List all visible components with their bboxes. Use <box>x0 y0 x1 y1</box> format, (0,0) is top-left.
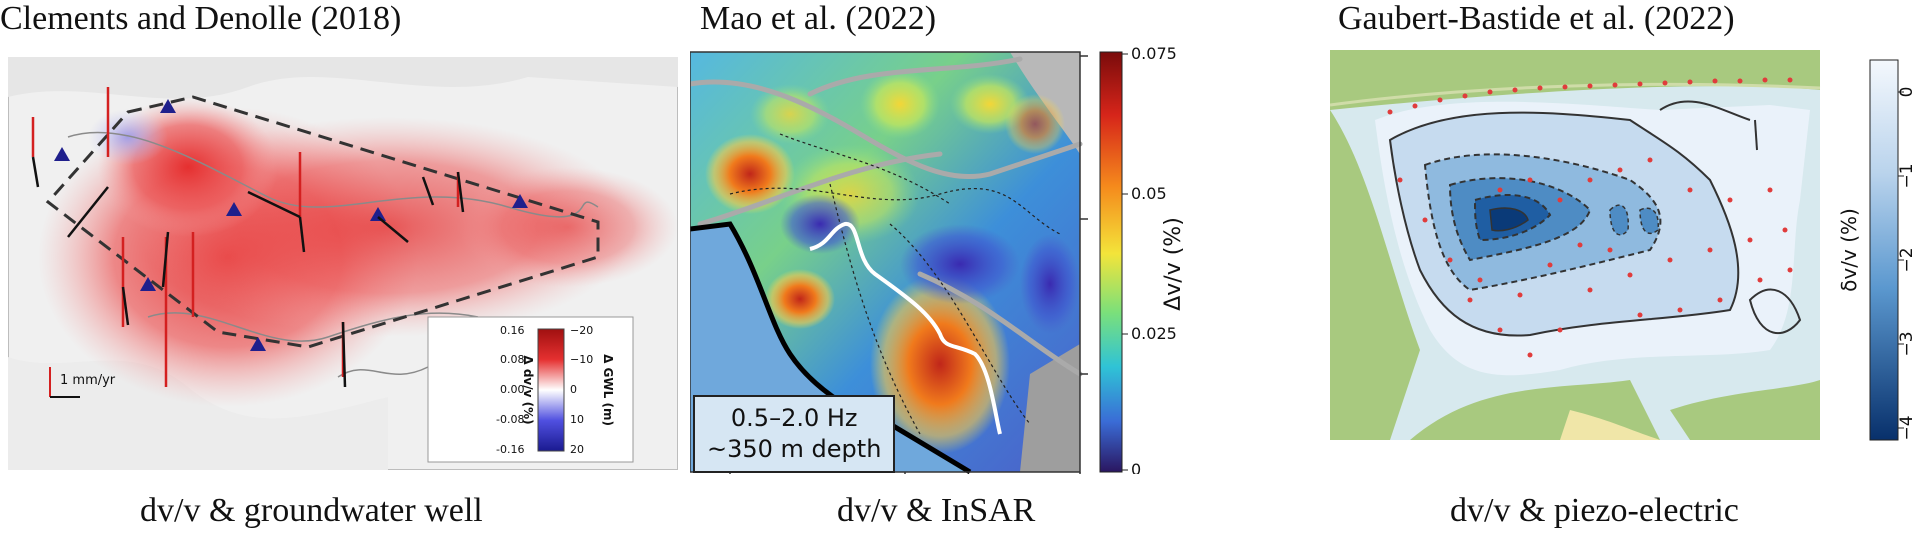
well-markers <box>54 99 528 351</box>
study-area-outline <box>45 95 600 349</box>
frequency-depth-box: 0.5–2.0 Hz ~350 m depth <box>693 395 896 474</box>
insar-hotspot <box>870 274 1010 454</box>
panel2-colorbar: 0.075 0.05 0.025 0 Δv/v (%) <box>1099 44 1186 474</box>
panel3-title: Gaubert-Bastide et al. (2022) <box>1338 0 1735 37</box>
profile-line <box>809 222 1002 435</box>
cb1-left-tick: 0.08 <box>500 353 525 366</box>
cb1-left-tick: -0.08 <box>496 413 524 426</box>
cb3-tick: 0 <box>1897 87 1917 98</box>
cb1-left-tick: -0.16 <box>496 443 524 456</box>
sensor-dots <box>1387 77 1793 358</box>
panel1-map: 1 mm/yr 0.16 0.08 0.00 -0.08 -0.16 −20 −… <box>8 57 678 470</box>
cb3-tick: −4 <box>1897 415 1917 440</box>
cb1-right-tick: −20 <box>570 324 593 337</box>
scale-bar: 1 mm/yr <box>49 367 116 398</box>
cb1-right-tick: −10 <box>570 353 593 366</box>
cb1-left-tick: 0.16 <box>500 324 525 337</box>
cb1-left-label: Δ dv/v (%) <box>521 355 535 424</box>
panel2-caption: dv/v & InSAR <box>837 492 1036 529</box>
panel3-map: 0 −1 −2 −3 −4 δv/v (%) <box>1330 50 1917 441</box>
cb3-tick: −1 <box>1897 163 1917 188</box>
cb3-tick: −3 <box>1897 331 1917 356</box>
panel1-title: Clements and Denolle (2018) <box>0 0 402 37</box>
cb1-right-tick: 0 <box>570 383 577 396</box>
panel3-caption: dv/v & piezo-electric <box>1450 492 1739 529</box>
frequency-label: 0.5–2.0 Hz <box>730 404 858 432</box>
scale-bar-label: 1 mm/yr <box>60 373 116 388</box>
cb2-tick: 0 <box>1131 460 1141 474</box>
cb2-tick: 0.075 <box>1131 44 1177 63</box>
horizontal-velocity-arrows <box>31 156 465 388</box>
panel1-caption: dv/v & groundwater well <box>140 492 483 529</box>
panel3-colorbar: 0 −1 −2 −3 −4 δv/v (%) <box>1837 59 1917 441</box>
cb1-right-label: Δ GWL (m) <box>601 354 615 426</box>
panel2-title: Mao et al. (2022) <box>700 0 937 37</box>
cb1-right-tick: 20 <box>570 443 584 456</box>
park-area <box>1330 50 1820 110</box>
dvv-anomaly-blue <box>88 109 168 165</box>
cb2-tick: 0.025 <box>1131 324 1177 343</box>
cb2-tick: 0.05 <box>1131 184 1167 203</box>
cb2-label: Δv/v (%) <box>1161 217 1186 311</box>
cb3-label: δv/v (%) <box>1837 208 1861 292</box>
cb3-tick: −2 <box>1897 247 1917 272</box>
cb1-left-tick: 0.00 <box>500 383 525 396</box>
depth-label: ~350 m depth <box>707 435 882 464</box>
cb1-right-tick: 10 <box>570 413 584 426</box>
panel1-colorbar: 0.16 0.08 0.00 -0.08 -0.16 −20 −10 0 10 … <box>427 316 634 463</box>
